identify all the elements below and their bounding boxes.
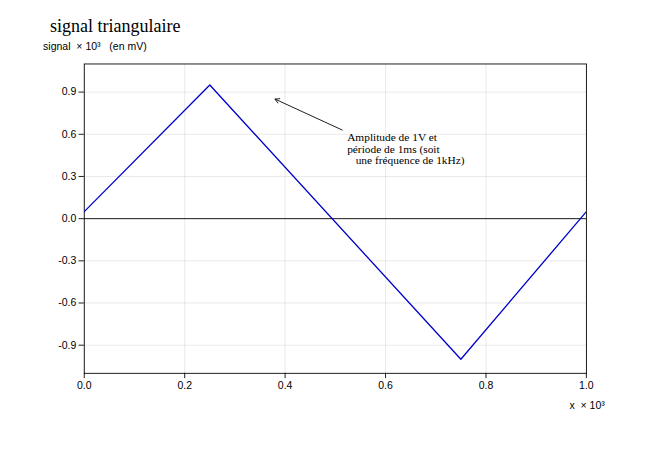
html-text:signal triangulaire: signal triangulaire: [50, 16, 181, 36]
svg-text:0.6: 0.6: [62, 128, 77, 140]
svg-text:signal × 10³ (en mV): signal × 10³ (en mV): [43, 40, 147, 52]
svg-text:x × 10³: x × 10³: [569, 399, 605, 411]
svg-text:0.4: 0.4: [278, 379, 293, 391]
svg-text:-0.3: -0.3: [58, 254, 76, 266]
svg-text:-0.6: -0.6: [58, 296, 76, 308]
svg-text:0.2: 0.2: [177, 379, 192, 391]
svg-text:-0.9: -0.9: [58, 339, 76, 351]
svg-text:0.3: 0.3: [62, 170, 77, 182]
svg-text:0.8: 0.8: [479, 379, 494, 391]
svg-text:0.0: 0.0: [62, 212, 77, 224]
svg-text:Amplitude de 1V etpériode de 1: Amplitude de 1V etpériode de 1ms (soit u…: [347, 131, 465, 167]
svg-text:0.0: 0.0: [77, 379, 92, 391]
svg-text:0.6: 0.6: [378, 379, 393, 391]
svg-text:0.9: 0.9: [62, 85, 77, 97]
svg-text:1.0: 1.0: [579, 379, 594, 391]
